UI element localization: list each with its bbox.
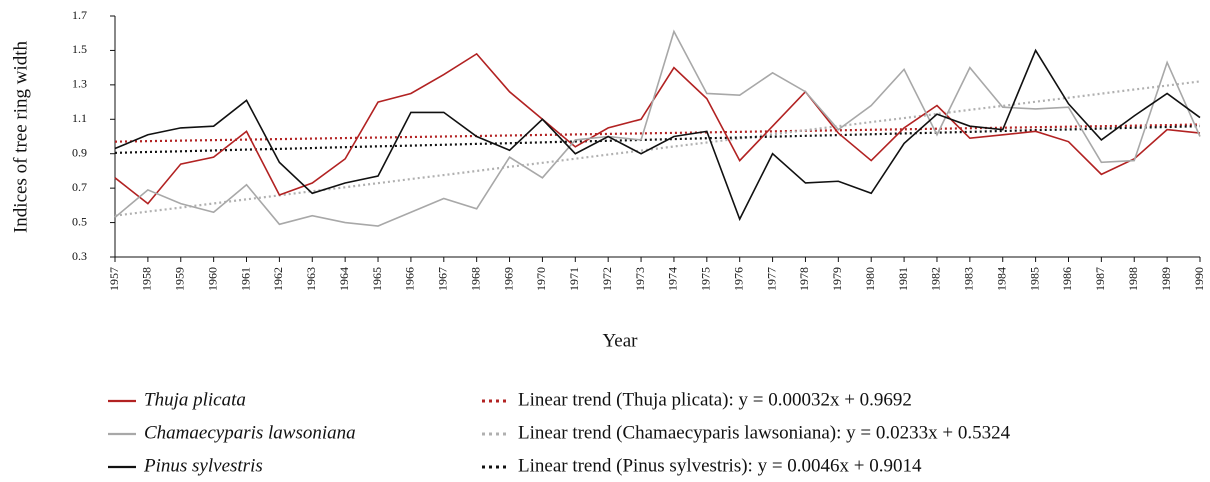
y-tick-label: 1.5 [72, 42, 87, 56]
x-tick-label: 1980 [863, 267, 877, 291]
y-tick-label: 1.3 [72, 77, 87, 91]
x-tick-label: 1973 [633, 267, 647, 291]
series-line [114, 52, 1201, 205]
x-tick-label: 1974 [666, 267, 680, 291]
x-tick-label: 1989 [1159, 267, 1173, 291]
x-tick-label: 1982 [929, 267, 943, 291]
x-tick-label: 1965 [370, 267, 384, 291]
x-tick-label: 1961 [238, 267, 252, 291]
x-tick-label: 1983 [962, 267, 976, 291]
y-tick-label: 0.7 [72, 180, 87, 194]
x-tick-label: 1979 [830, 267, 844, 291]
x-tick-label: 1978 [797, 267, 811, 291]
series-line [114, 29, 1201, 227]
x-tick-label: 1986 [1060, 267, 1074, 291]
x-tick-label: 1963 [304, 267, 318, 291]
x-tick-label: 1971 [567, 267, 581, 291]
x-tick-label: 1962 [271, 267, 285, 291]
x-tick-label: 1987 [1093, 267, 1107, 291]
trend-line [114, 123, 1201, 143]
x-tick-label: 1964 [337, 267, 351, 291]
x-tick-label: 1969 [501, 267, 515, 291]
x-tick-label: 1975 [699, 267, 713, 291]
x-tick-label: 1988 [1126, 267, 1140, 291]
x-tick-label: 1958 [140, 267, 154, 291]
x-tick-label: 1972 [600, 267, 614, 291]
x-tick-label: 1957 [107, 267, 121, 291]
x-tick-label: 1977 [764, 267, 778, 291]
x-tick-label: 1990 [1192, 267, 1206, 291]
trend-line [114, 125, 1201, 154]
legend-label: Linear trend (Thuja plicata): y = 0.0003… [518, 389, 912, 410]
x-tick-label: 1970 [534, 267, 548, 291]
legend-label: Linear trend (Pinus sylvestris): y = 0.0… [518, 455, 922, 476]
x-tick-label: 1968 [468, 267, 482, 291]
y-tick-label: 0.5 [72, 214, 87, 228]
y-tick-label: 0.9 [72, 145, 87, 159]
x-tick-label: 1984 [994, 267, 1008, 291]
x-tick-label: 1985 [1027, 267, 1041, 291]
legend-label: Linear trend (Chamaecyparis lawsoniana):… [518, 422, 1011, 443]
x-tick-label: 1960 [205, 267, 219, 291]
x-tick-label: 1976 [731, 267, 745, 291]
x-axis-label: Year [602, 330, 638, 351]
legend-label: Pinus sylvestris [143, 455, 263, 476]
y-tick-label: 0.3 [72, 249, 87, 263]
x-tick-label: 1967 [436, 267, 450, 291]
x-tick-label: 1981 [896, 267, 910, 291]
y-tick-label: 1.7 [72, 8, 87, 22]
legend-label: Chamaecyparis lawsoniana [144, 422, 356, 443]
series-line [114, 48, 1201, 222]
legend-label: Thuja plicata [144, 389, 246, 410]
y-axis-label: Indices of tree ring width [10, 40, 31, 233]
x-tick-label: 1966 [403, 267, 417, 291]
trend-line [114, 80, 1201, 217]
x-tick-label: 1959 [173, 267, 187, 291]
y-tick-label: 1.1 [72, 111, 87, 125]
